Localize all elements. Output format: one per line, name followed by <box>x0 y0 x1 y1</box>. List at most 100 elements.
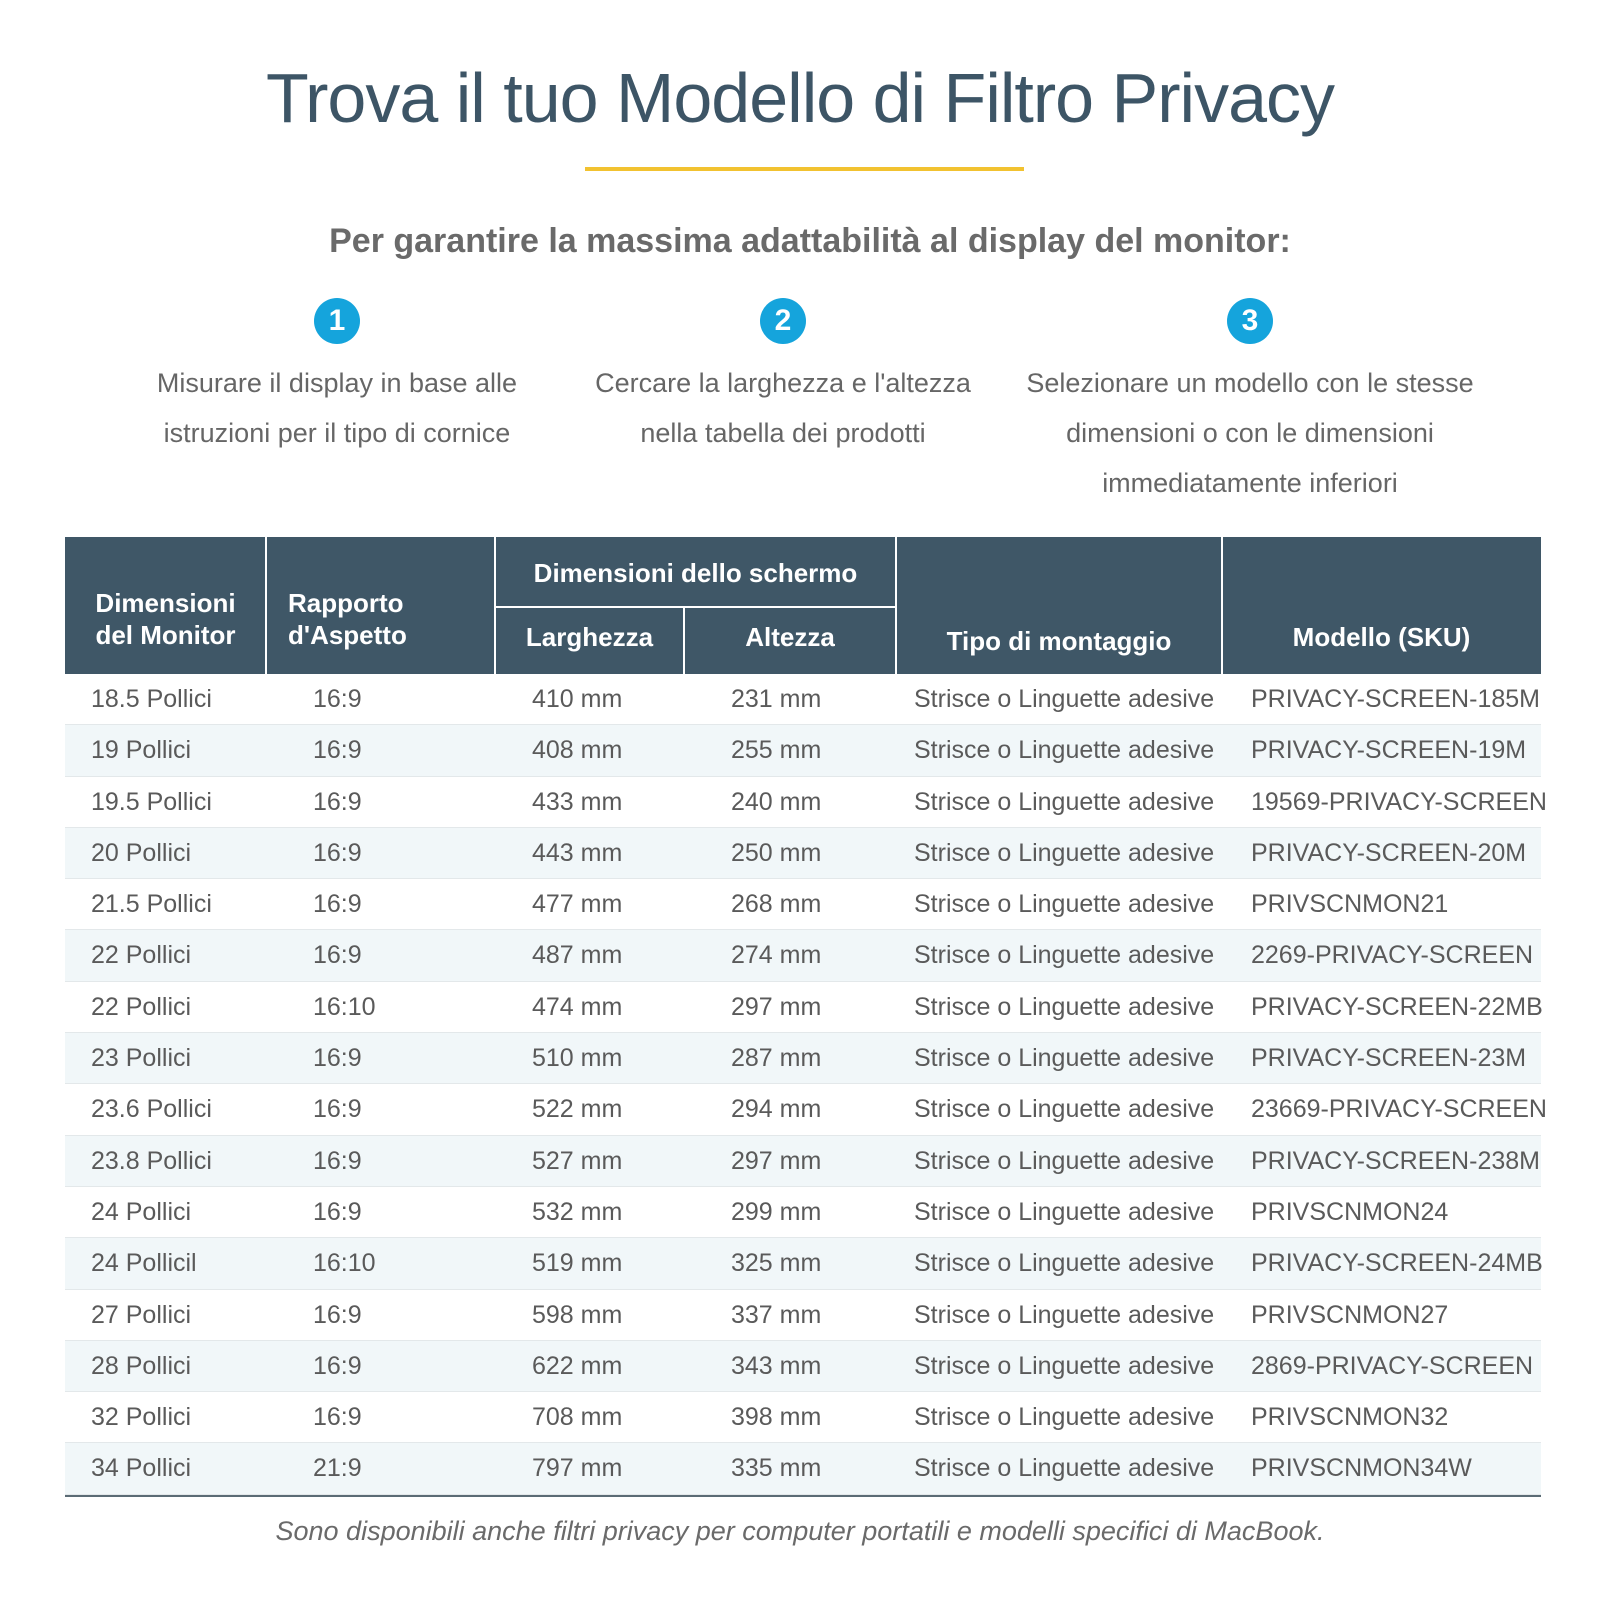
divider <box>495 606 896 608</box>
cell-height: 250 mm <box>731 838 822 867</box>
header-width: Larghezza <box>525 622 654 652</box>
cell-height: 268 mm <box>731 890 822 919</box>
cell-mount-type: Strisce o Linguette adesive <box>914 1300 1215 1329</box>
cell-mount-type: Strisce o Linguette adesive <box>914 1095 1215 1124</box>
cell-aspect-ratio: 21:9 <box>313 1454 362 1483</box>
cell-width: 408 mm <box>532 736 623 765</box>
divider <box>683 607 685 674</box>
cell-width: 622 mm <box>532 1351 623 1380</box>
cell-height: 299 mm <box>731 1197 822 1226</box>
cell-height: 297 mm <box>731 1146 822 1175</box>
cell-aspect-ratio: 16:9 <box>313 1403 362 1432</box>
cell-height: 231 mm <box>731 685 822 713</box>
header-model: Modello (SKU) <box>1292 622 1471 652</box>
table-row: 18.5 Pollici 16:9 410 mm 231 mm Strisce o Li… <box>65 674 1541 726</box>
step-number-badge: 1 <box>314 298 360 344</box>
cell-aspect-ratio: 16:9 <box>313 685 362 713</box>
cell-model-sku: PRIVSCNMON34W <box>1251 1454 1472 1483</box>
cell-monitor-size: 22 Pollici <box>91 992 192 1021</box>
cell-model-sku: 2269-PRIVACY-SCREEN <box>1251 941 1534 970</box>
cell-mount-type: Strisce o Linguette adesive <box>914 1146 1215 1175</box>
title-underline <box>585 167 1024 171</box>
cell-height: 294 mm <box>731 1095 822 1124</box>
cell-height: 325 mm <box>731 1249 822 1278</box>
cell-width: 474 mm <box>532 992 623 1021</box>
table-header: Dimensioni del Monitor Rapporto d'Aspett… <box>65 537 1541 674</box>
table-row: 28 Pollici 16:9 622 mm 343 mm Strisce o Ling… <box>65 1340 1541 1393</box>
cell-mount-type: Strisce o Linguette adesive <box>914 838 1215 867</box>
cell-aspect-ratio: 16:10 <box>313 1249 376 1278</box>
cell-mount-type: Strisce o Linguette adesive <box>914 1403 1215 1432</box>
step-text-line: istruzioni per il tipo di cornice <box>163 418 511 448</box>
cell-model-sku: PRIVSCNMON24 <box>1251 1197 1449 1226</box>
cell-monitor-size: 32 Pollici <box>91 1403 192 1432</box>
cell-height: 274 mm <box>731 941 822 970</box>
step-number-badge: 3 <box>1227 298 1273 344</box>
cell-width: 510 mm <box>532 1044 623 1073</box>
step-2: 2 Cercare la larghezza e l'altezza nella t… <box>553 298 1013 458</box>
cell-monitor-size: 21.5 Pollici <box>91 890 212 919</box>
table-row: 22 Pollici 16:9 487 mm 274 mm Strisce o Ling… <box>65 930 1541 982</box>
cell-aspect-ratio: 16:9 <box>313 1300 362 1329</box>
cell-width: 477 mm <box>532 890 623 919</box>
step-text-line: nella tabella dei prodotti <box>640 418 926 448</box>
cell-aspect-ratio: 16:9 <box>313 1351 362 1380</box>
table-bottom-rule <box>65 1494 1541 1497</box>
divider <box>265 537 267 674</box>
cell-mount-type: Strisce o Linguette adesive <box>914 941 1215 970</box>
cell-model-sku: PRIVSCNMON21 <box>1251 890 1449 919</box>
header-ratio-line: d'Aspetto <box>288 620 407 650</box>
cell-aspect-ratio: 16:9 <box>313 1197 362 1226</box>
header-ratio-line: Rapporto <box>288 588 404 618</box>
cell-mount-type: Strisce o Linguette adesive <box>914 787 1215 816</box>
cell-monitor-size: 24 Pollici <box>91 1197 192 1226</box>
cell-model-sku: PRIVACY-SCREEN-20M <box>1251 838 1527 867</box>
table-row: 19 Pollici 16:9 408 mm 255 mm Strisce o Ling… <box>65 725 1541 777</box>
cell-monitor-size: 28 Pollici <box>91 1351 192 1380</box>
header-monitor: Dimensioni del Monitor <box>65 587 266 651</box>
cell-aspect-ratio: 16:9 <box>313 941 362 970</box>
cell-mount-type: Strisce o Linguette adesive <box>914 685 1215 713</box>
cell-model-sku: PRIVACY-SCREEN-24MB <box>1251 1249 1543 1278</box>
step-text-line: Cercare la larghezza e l'altezza <box>595 368 971 398</box>
cell-model-sku: PRIVACY-SCREEN-185M <box>1251 685 1540 713</box>
cell-width: 487 mm <box>532 941 623 970</box>
product-table: Dimensioni del Monitor Rapporto d'Aspett… <box>65 537 1547 1497</box>
table-row: 23.8 Pollici 16:9 527 mm 297 mm Strisce o Li… <box>65 1135 1541 1187</box>
cell-monitor-size: 27 Pollici <box>91 1300 192 1329</box>
cell-height: 337 mm <box>731 1300 822 1329</box>
header-height: Altezza <box>745 622 835 652</box>
cell-model-sku: PRIVACY-SCREEN-22MB <box>1251 992 1543 1021</box>
subtitle: Per garantire la massima adattabilità al… <box>329 222 1291 260</box>
cell-model-sku: PRIVACY-SCREEN-23M <box>1251 1044 1527 1073</box>
step-number-badge: 2 <box>760 298 806 344</box>
cell-aspect-ratio: 16:9 <box>313 1095 362 1124</box>
cell-monitor-size: 24 Pollicil <box>91 1249 197 1278</box>
table-row: 23 Pollici 16:9 510 mm 287 mm Strisce o Ling… <box>65 1033 1541 1085</box>
cell-width: 532 mm <box>532 1197 623 1226</box>
cell-height: 240 mm <box>731 787 822 816</box>
cell-aspect-ratio: 16:9 <box>313 1044 362 1073</box>
header-monitor-line: Dimensioni <box>95 588 236 618</box>
cell-mount-type: Strisce o Linguette adesive <box>914 1249 1215 1278</box>
cell-model-sku: PRIVSCNMON27 <box>1251 1300 1449 1329</box>
header-mount: Tipo di montaggio <box>946 626 1172 656</box>
cell-monitor-size: 23 Pollici <box>91 1044 192 1073</box>
step-3: 3 Selezionare un modello con le stesse dim… <box>1000 298 1500 508</box>
divider <box>1221 537 1223 674</box>
step-text-line: Misurare il display in base alle <box>156 368 518 398</box>
cell-monitor-size: 22 Pollici <box>91 941 192 970</box>
cell-mount-type: Strisce o Linguette adesive <box>914 736 1215 765</box>
cell-monitor-size: 19 Pollici <box>91 736 192 765</box>
cell-width: 708 mm <box>532 1403 623 1432</box>
cell-width: 519 mm <box>532 1249 623 1278</box>
table-row: 24 Pollicil 16:10 519 mm 325 mm Strisce o Li… <box>65 1238 1543 1290</box>
cell-height: 287 mm <box>731 1044 822 1073</box>
cell-width: 527 mm <box>532 1146 623 1175</box>
cell-aspect-ratio: 16:9 <box>313 787 362 816</box>
cell-model-sku: 2869-PRIVACY-SCREEN <box>1251 1351 1534 1380</box>
table-row: 19.5 Pollici 16:9 433 mm 240 mm Strisce o Li… <box>65 777 1547 828</box>
cell-mount-type: Strisce o Linguette adesive <box>914 890 1215 919</box>
cell-monitor-size: 20 Pollici <box>91 838 192 867</box>
page-title: Trova il tuo Modello di Filtro Privacy <box>265 59 1335 137</box>
